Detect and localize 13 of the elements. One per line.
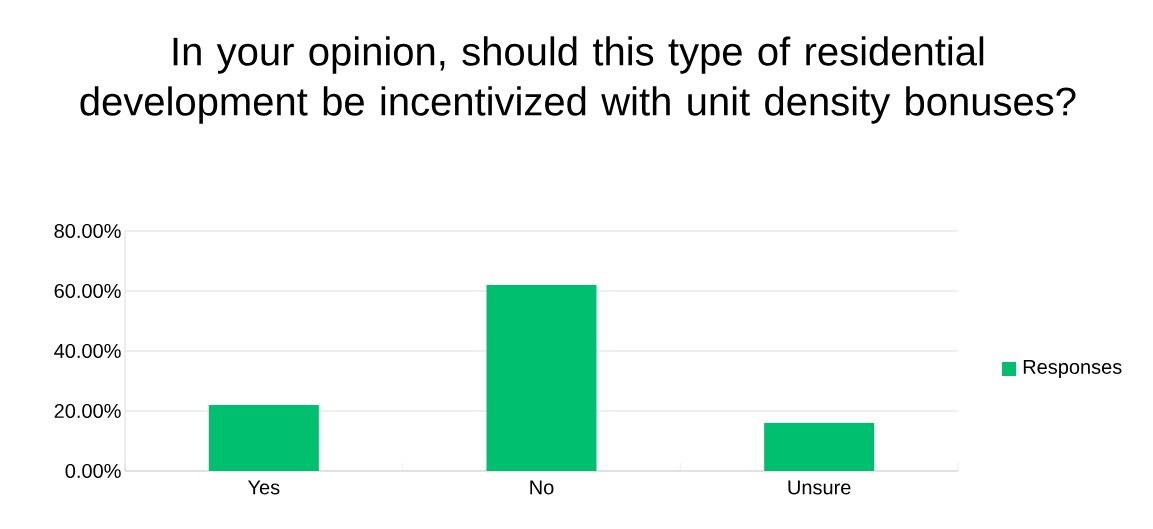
bar [208, 404, 319, 471]
y-tick-label: 40.00% [54, 343, 121, 359]
x-tick-label: Yes [247, 480, 280, 495]
legend-label: Responses [1023, 360, 1122, 378]
bar [486, 285, 597, 471]
y-tick-label: 0.00% [65, 463, 121, 479]
bar [764, 422, 875, 471]
y-tick-label: 60.00% [54, 283, 121, 299]
x-tick-label: No [530, 480, 554, 495]
y-tick-label: 80.00% [54, 223, 121, 239]
y-tick-label: 20.00% [54, 403, 121, 419]
chart-title: In your opinion, should this type of residential development be incentivized with unit density bonuses? [80, 36, 1076, 124]
x-tick-label: Unsure [788, 480, 851, 495]
